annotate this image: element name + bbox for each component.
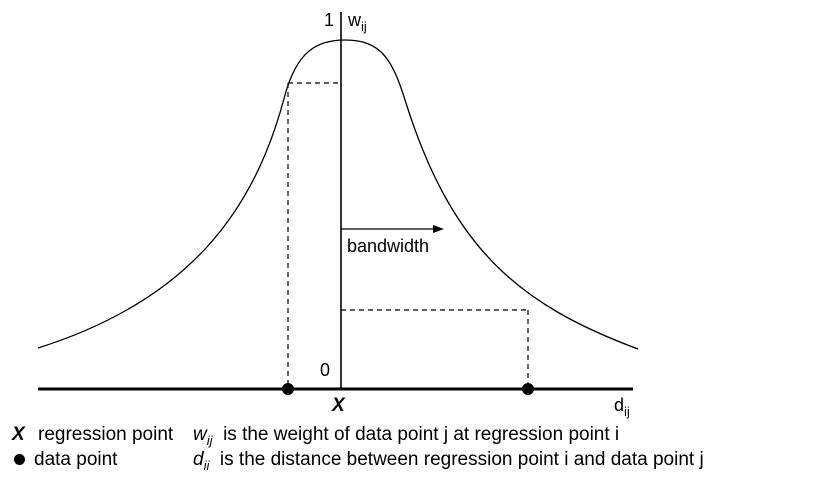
legend-row-data-point: data point dii is the distance between r…	[12, 449, 704, 473]
regression-point-label: X	[331, 395, 346, 416]
data-point-legend-label: data point	[34, 449, 118, 470]
weight-kernel-diagram: bandwidth 1 0 wij dij X	[37, 10, 639, 419]
filled-dot-icon	[14, 453, 25, 465]
weight-curve	[37, 39, 639, 350]
distance-definition: dii is the distance between regression p…	[193, 449, 704, 473]
weight-definition: wij is the weight of data point j at reg…	[193, 424, 620, 448]
bandwidth-arrow-head	[433, 225, 444, 233]
regression-point-legend-label: regression point	[38, 424, 174, 445]
y-axis-name: wij	[347, 10, 367, 34]
x-axis-name: dij	[614, 395, 630, 419]
regression-point-symbol: X	[12, 424, 25, 445]
data-point-right	[522, 383, 534, 395]
bandwidth-label: bandwidth	[347, 236, 429, 256]
data-point-left	[282, 383, 294, 395]
y-axis-max-label: 1	[324, 10, 334, 30]
y-axis-min-label: 0	[320, 360, 330, 380]
